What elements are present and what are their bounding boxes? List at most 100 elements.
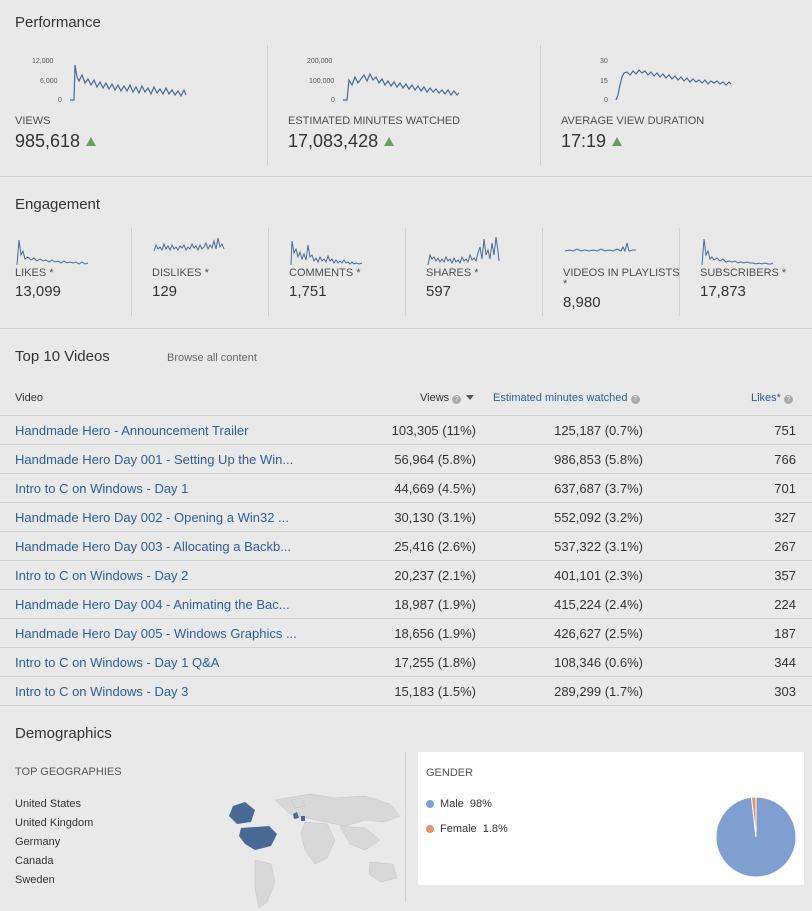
subscribers-sparkline[interactable] [700,235,775,267]
video-title-link[interactable]: Handmade Hero Day 004 - Animating the Ba… [15,597,290,612]
video-minutes: 426,627 (2.5%) [554,626,643,641]
table-row[interactable]: Intro to C on Windows - Day 1 44,669 (4.5… [0,473,812,502]
video-minutes: 537,322 (3.1%) [554,539,643,554]
table-row[interactable]: Intro to C on Windows - Day 3 15,183 (1.5… [0,676,812,705]
views-sparkline[interactable]: 12,000 6,000 0 [30,55,190,105]
video-views: 18,987 (1.9%) [394,597,476,612]
table-row[interactable]: Handmade Hero Day 001 - Setting Up the W… [0,444,812,473]
video-title-link[interactable]: Handmade Hero Day 001 - Setting Up the W… [15,452,294,467]
perf-divider-1 [267,45,268,165]
video-likes: 327 [774,510,796,525]
geo-item: Sweden [15,874,55,886]
engagement-divider [679,228,680,316]
video-views: 20,237 (2.1%) [394,568,476,583]
views-tick-mid: 6,000 [40,78,58,85]
column-header-likes[interactable]: Likes*? [751,392,793,404]
legend-dot-male [426,800,434,808]
video-title-link[interactable]: Intro to C on Windows - Day 1 [15,481,189,496]
top-geographies-label: TOP GEOGRAPHIES [15,766,122,778]
dislikes-label: DISLIKES * [152,267,209,279]
legend-male-pct: 98% [469,798,492,810]
help-icon[interactable]: ? [783,395,793,404]
trend-up-icon [384,137,395,146]
subscribers-value: 17,873 [700,283,746,300]
video-likes: 224 [774,597,796,612]
column-header-minutes[interactable]: Estimated minutes watched? [493,392,640,404]
help-icon[interactable]: ? [452,395,462,404]
gender-pie-chart[interactable] [715,796,797,878]
help-icon[interactable]: ? [630,395,640,404]
video-minutes: 289,299 (1.7%) [554,684,643,699]
shares-value: 597 [426,283,452,300]
playlists-label-asterisk: * [563,278,568,290]
video-likes: 267 [774,539,796,554]
video-title-link[interactable]: Intro to C on Windows - Day 3 [15,684,189,699]
legend-male[interactable]: Male 98% [426,798,492,810]
table-row[interactable]: Intro to C on Windows - Day 1 Q&A 17,255 … [0,647,812,676]
browse-all-content-link[interactable]: Browse all content [167,352,257,364]
video-likes: 344 [774,655,796,670]
dislikes-sparkline[interactable] [152,235,227,267]
minutes-sparkline[interactable]: 200,000 100,000 0 [305,55,465,105]
video-likes: 701 [774,481,796,496]
shares-sparkline[interactable] [426,235,501,267]
comments-sparkline[interactable] [289,235,364,267]
video-title-link[interactable]: Intro to C on Windows - Day 1 Q&A [15,655,220,670]
video-likes: 766 [774,452,796,467]
playlists-value: 8,980 [563,294,601,311]
legend-female[interactable]: Female 1.8% [426,823,508,835]
section-divider [0,176,812,177]
geo-item: Germany [15,836,61,848]
column-header-views[interactable]: Views? [420,392,475,404]
duration-tick-mid: 15 [600,78,608,85]
video-likes: 751 [774,423,796,438]
duration-sparkline[interactable]: 30 15 0 [578,55,738,105]
video-minutes: 552,092 (3.2%) [554,510,643,525]
duration-tick-max: 30 [600,58,608,65]
video-title-link[interactable]: Intro to C on Windows - Day 2 [15,568,189,583]
world-map[interactable] [215,792,405,910]
playlists-sparkline[interactable] [563,235,638,267]
duration-label: AVERAGE VIEW DURATION [561,115,705,127]
minutes-label: ESTIMATED MINUTES WATCHED [288,115,461,127]
video-title-link[interactable]: Handmade Hero - Announcement Trailer [15,423,249,438]
section-divider [0,328,812,329]
demographics-title: Demographics [15,725,112,742]
table-row[interactable]: Handmade Hero Day 004 - Animating the Ba… [0,589,812,618]
sort-desc-icon[interactable] [466,395,475,400]
table-row[interactable]: Intro to C on Windows - Day 2 20,237 (2.1… [0,560,812,589]
table-row[interactable]: Handmade Hero Day 002 - Opening a Win32 … [0,502,812,531]
legend-male-name: Male [440,798,464,810]
minutes-tick-max: 200,000 [307,58,332,65]
gender-card: GENDER Male 98% Female 1.8% [418,752,804,885]
minutes-tick-min: 0 [331,97,335,104]
video-minutes: 401,101 (2.3%) [554,568,643,583]
engagement-divider [131,228,132,316]
video-title-link[interactable]: Handmade Hero Day 002 - Opening a Win32 … [15,510,289,525]
table-row[interactable]: Handmade Hero - Announcement Trailer 103,… [0,415,812,444]
likes-sparkline[interactable] [15,235,90,267]
video-title-link[interactable]: Handmade Hero Day 003 - Allocating a Bac… [15,539,292,554]
map-land [254,793,401,909]
dislikes-value: 129 [152,283,178,300]
table-row[interactable]: Handmade Hero Day 005 - Windows Graphics… [0,618,812,647]
minutes-tick-mid: 100,000 [309,78,334,85]
video-likes: 303 [774,684,796,699]
trend-up-icon [86,137,97,146]
engagement-title: Engagement [15,196,101,213]
engagement-divider [542,228,543,316]
video-views: 18,656 (1.9%) [394,626,476,641]
pie-slice-female[interactable] [750,796,757,838]
map-highlight-regions [229,802,305,850]
video-title-link[interactable]: Handmade Hero Day 005 - Windows Graphics… [15,626,297,641]
legend-female-name: Female [440,823,477,835]
trend-up-icon [612,137,623,146]
video-minutes: 637,687 (3.7%) [554,481,643,496]
engagement-divider [268,228,269,316]
table-row[interactable]: Handmade Hero Day 003 - Allocating a Bac… [0,531,812,560]
video-views: 17,255 (1.8%) [394,655,476,670]
comments-value: 1,751 [289,283,327,300]
video-views: 103,305 (11%) [391,423,476,438]
views-value: 985,618 [15,131,97,152]
